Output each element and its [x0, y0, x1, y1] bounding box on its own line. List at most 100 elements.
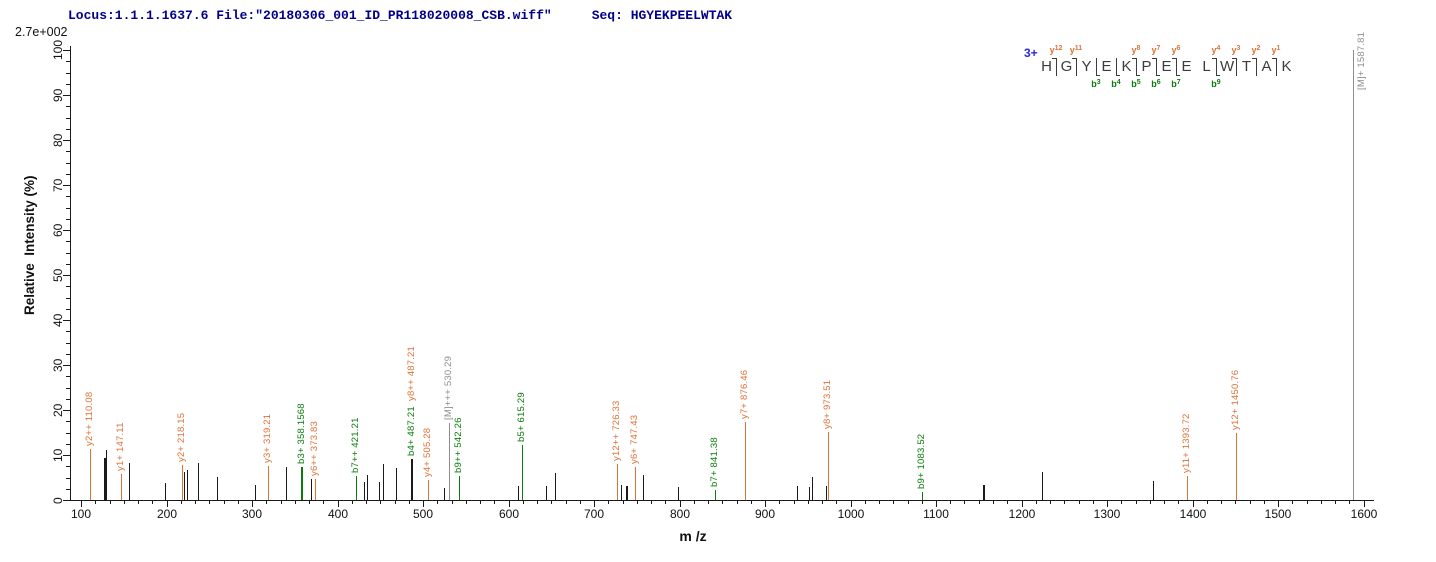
y-minor-tick	[66, 399, 70, 400]
y-ion-label: y11	[1069, 45, 1083, 55]
residue-letter: H	[1041, 58, 1052, 75]
peak	[182, 465, 183, 500]
x-minor-tick	[466, 500, 467, 504]
peak	[301, 467, 303, 500]
b-ion-label: b7	[1171, 79, 1181, 89]
peak	[383, 464, 384, 500]
peak	[678, 487, 679, 500]
x-tick-label: 400	[327, 507, 349, 521]
x-major-tick	[851, 500, 852, 507]
fragment-cut-mark	[1276, 58, 1277, 76]
precursor-peak	[1353, 50, 1354, 500]
fragment-cut: y6 b7	[1171, 45, 1180, 89]
x-tick-label: 100	[70, 507, 92, 521]
x-tick-label: 600	[498, 507, 520, 521]
residue-letter: P	[1141, 58, 1152, 75]
b-ion-number: 4	[1116, 79, 1121, 86]
peak	[1187, 476, 1188, 500]
fragment-cut-mark	[1056, 58, 1057, 76]
peak-label: y4+ 505.28	[422, 427, 433, 477]
x-minor-tick	[1250, 500, 1251, 504]
y-minor-tick	[66, 444, 70, 445]
x-minor-tick	[979, 500, 980, 504]
x-tick-label: 1600	[1350, 507, 1378, 521]
y-ion-cut-serif	[1212, 58, 1216, 59]
peak	[922, 492, 923, 500]
y-ion-label: y4	[1211, 45, 1221, 55]
x-minor-tick	[1036, 500, 1037, 504]
y-ion-label: y1	[1271, 45, 1281, 55]
y-ion-cut-serif	[1072, 58, 1076, 59]
x-minor-tick	[950, 500, 951, 504]
y-minor-tick	[66, 151, 70, 152]
residue-letter: E	[1181, 58, 1192, 75]
peak	[411, 459, 413, 500]
peak-label: b9+ 1083.52	[916, 433, 927, 489]
x-minor-tick	[452, 500, 453, 504]
x-major-tick	[1193, 500, 1194, 507]
peak-label: b7+ 841.38	[709, 437, 720, 487]
peak	[809, 487, 810, 500]
y-tick-label: 20	[51, 403, 65, 417]
b-ion-cut-serif	[1116, 75, 1120, 76]
y-major-tick	[63, 275, 70, 276]
x-minor-tick	[1079, 500, 1080, 504]
fragment-cut-mark	[1216, 58, 1217, 76]
peak	[311, 479, 312, 500]
y-minor-tick	[66, 106, 70, 107]
peak	[828, 432, 829, 500]
x-minor-tick	[309, 500, 310, 504]
x-minor-tick	[152, 500, 153, 504]
y-ion-cut-serif	[1052, 58, 1056, 59]
x-minor-tick	[694, 500, 695, 504]
x-minor-tick	[224, 500, 225, 504]
x-minor-tick	[323, 500, 324, 504]
x-tick-label: 900	[754, 507, 776, 521]
fragment-cut: y11	[1070, 45, 1082, 77]
peak-label: y1+ 147.11	[115, 422, 126, 471]
x-major-tick	[1278, 500, 1279, 507]
max-intensity-label: 2.7e+002	[15, 25, 68, 39]
x-minor-tick	[1007, 500, 1008, 504]
y-ion-number: 12	[1054, 45, 1063, 52]
y-minor-tick	[66, 433, 70, 434]
peak-label: b5+ 615.29	[516, 392, 527, 442]
peak-label: y12++ 726.33	[611, 400, 622, 461]
peak	[617, 464, 618, 500]
x-tick-label: 500	[412, 507, 434, 521]
peak	[315, 479, 316, 500]
x-minor-tick	[964, 500, 965, 504]
x-minor-tick	[737, 500, 738, 504]
peak-label: b9++ 542.26	[453, 417, 464, 473]
x-minor-tick	[181, 500, 182, 504]
x-minor-tick	[395, 500, 396, 504]
peak	[522, 445, 523, 500]
x-major-tick	[423, 500, 424, 507]
x-major-tick	[1022, 500, 1023, 507]
peak	[356, 476, 357, 500]
peak	[121, 474, 122, 500]
y-minor-tick	[66, 196, 70, 197]
x-minor-tick	[352, 500, 353, 504]
x-minor-tick	[209, 500, 210, 504]
x-minor-tick	[266, 500, 267, 504]
fragment-cut-mark	[1116, 58, 1117, 76]
b-ion-label: b6	[1151, 79, 1161, 89]
x-minor-tick	[1093, 500, 1094, 504]
y-minor-tick	[66, 286, 70, 287]
b-ion-label: b3	[1091, 79, 1101, 89]
y-minor-tick	[66, 253, 70, 254]
y-ion-cut-serif	[1232, 58, 1236, 59]
x-minor-tick	[1292, 500, 1293, 504]
y-tick-label: 30	[51, 358, 65, 372]
x-tick-label: 1500	[1264, 507, 1292, 521]
b-ion-number: 6	[1156, 79, 1161, 86]
x-minor-tick	[566, 500, 567, 504]
x-minor-tick	[637, 500, 638, 504]
x-tick-label: 1100	[923, 507, 949, 521]
residue-letter: W	[1220, 58, 1235, 75]
y-tick-label: 40	[51, 313, 65, 327]
residue-letter: K	[1281, 58, 1292, 75]
fragment-cut: y8 b5	[1131, 45, 1140, 89]
